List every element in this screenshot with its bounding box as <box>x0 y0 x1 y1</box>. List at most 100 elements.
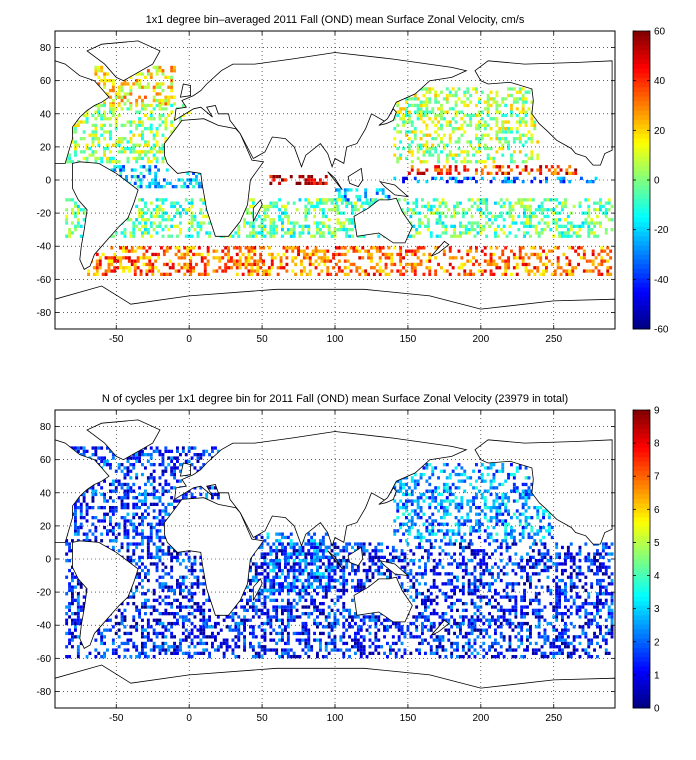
data-cell <box>425 146 429 151</box>
data-cell <box>152 502 156 506</box>
data-cell <box>82 499 86 503</box>
data-cell <box>273 256 277 260</box>
data-cell <box>282 246 286 250</box>
data-cell <box>247 262 251 267</box>
data-cell <box>556 165 560 169</box>
data-cell <box>286 641 290 646</box>
data-cell <box>161 562 165 566</box>
data-cell <box>475 90 478 94</box>
data-cell <box>106 463 109 467</box>
data-cell <box>251 231 255 235</box>
data-cell <box>164 127 168 131</box>
data-cell <box>157 252 160 257</box>
data-cell <box>246 618 249 622</box>
data-cell <box>109 539 112 543</box>
data-cell <box>158 113 162 118</box>
data-cell <box>164 489 168 493</box>
data-cell <box>199 562 203 566</box>
data-cell <box>190 568 194 573</box>
data-cell <box>587 231 591 235</box>
land-mass-7 <box>353 197 413 244</box>
data-cell <box>486 110 490 114</box>
data-cell <box>68 559 71 563</box>
data-cell <box>230 256 233 260</box>
data-cell <box>193 575 197 579</box>
data-cell <box>144 150 147 154</box>
data-cell <box>378 266 382 270</box>
data-cell <box>568 246 572 250</box>
data-cell <box>199 466 203 470</box>
data-cell <box>483 160 487 164</box>
data-cell <box>187 618 191 622</box>
data-cell <box>537 231 541 235</box>
data-cell <box>155 103 159 108</box>
data-cell <box>160 246 163 250</box>
data-cell <box>79 522 83 526</box>
data-cell <box>367 256 370 260</box>
data-cell <box>304 625 308 629</box>
data-cell <box>127 249 131 253</box>
data-cell <box>167 482 171 487</box>
data-cell <box>100 459 104 463</box>
data-cell <box>254 218 258 222</box>
data-cell <box>187 631 191 636</box>
data-cell <box>100 117 104 121</box>
data-cell <box>196 456 200 460</box>
data-cell <box>375 249 379 253</box>
data-cell <box>106 92 109 96</box>
data-cell <box>249 221 252 225</box>
data-cell <box>518 249 522 253</box>
data-cell <box>167 75 171 79</box>
data-cell <box>343 188 347 192</box>
data-cell <box>129 137 133 141</box>
data-cell <box>307 645 311 649</box>
data-cell <box>289 175 293 179</box>
data-cell <box>310 234 314 238</box>
data-cell <box>292 549 296 553</box>
data-cell <box>301 648 305 652</box>
data-cell <box>416 168 420 172</box>
data-cell <box>486 113 490 118</box>
data-cell <box>301 631 305 636</box>
data-cell <box>254 655 258 659</box>
colorbar-swatch <box>633 235 650 241</box>
data-cell <box>524 120 528 124</box>
data-cell <box>173 476 176 480</box>
colorbar-swatch <box>633 245 650 251</box>
data-cell <box>521 117 525 121</box>
data-cell <box>197 272 201 276</box>
data-cell <box>116 165 120 169</box>
data-cell <box>565 272 569 276</box>
data-cell <box>173 95 176 99</box>
data-cell <box>141 512 144 516</box>
data-cell <box>308 256 312 260</box>
data-cell <box>179 211 182 215</box>
data-cell <box>202 648 206 652</box>
data-cell <box>221 249 225 253</box>
data-cell <box>243 221 246 225</box>
data-cell <box>97 110 101 114</box>
data-cell <box>94 160 98 164</box>
data-cell <box>459 201 462 205</box>
data-cell <box>561 208 564 212</box>
data-cell <box>435 234 439 238</box>
colorbar-swatch <box>633 49 650 55</box>
data-cell <box>141 103 144 108</box>
data-cell <box>425 259 429 263</box>
data-cell <box>606 266 610 270</box>
data-cell <box>387 246 391 250</box>
data-cell <box>444 204 448 209</box>
data-cell <box>285 246 289 250</box>
data-cell <box>154 165 158 169</box>
data-cell <box>593 231 596 235</box>
data-cell <box>428 100 432 104</box>
data-cell <box>243 641 246 646</box>
data-cell <box>208 618 211 622</box>
data-cell <box>117 140 121 144</box>
data-cell <box>396 269 400 273</box>
data-cell <box>310 595 314 599</box>
data-cell <box>126 549 130 553</box>
data-cell <box>454 113 458 118</box>
data-cell <box>284 178 287 182</box>
data-cell <box>425 127 429 131</box>
